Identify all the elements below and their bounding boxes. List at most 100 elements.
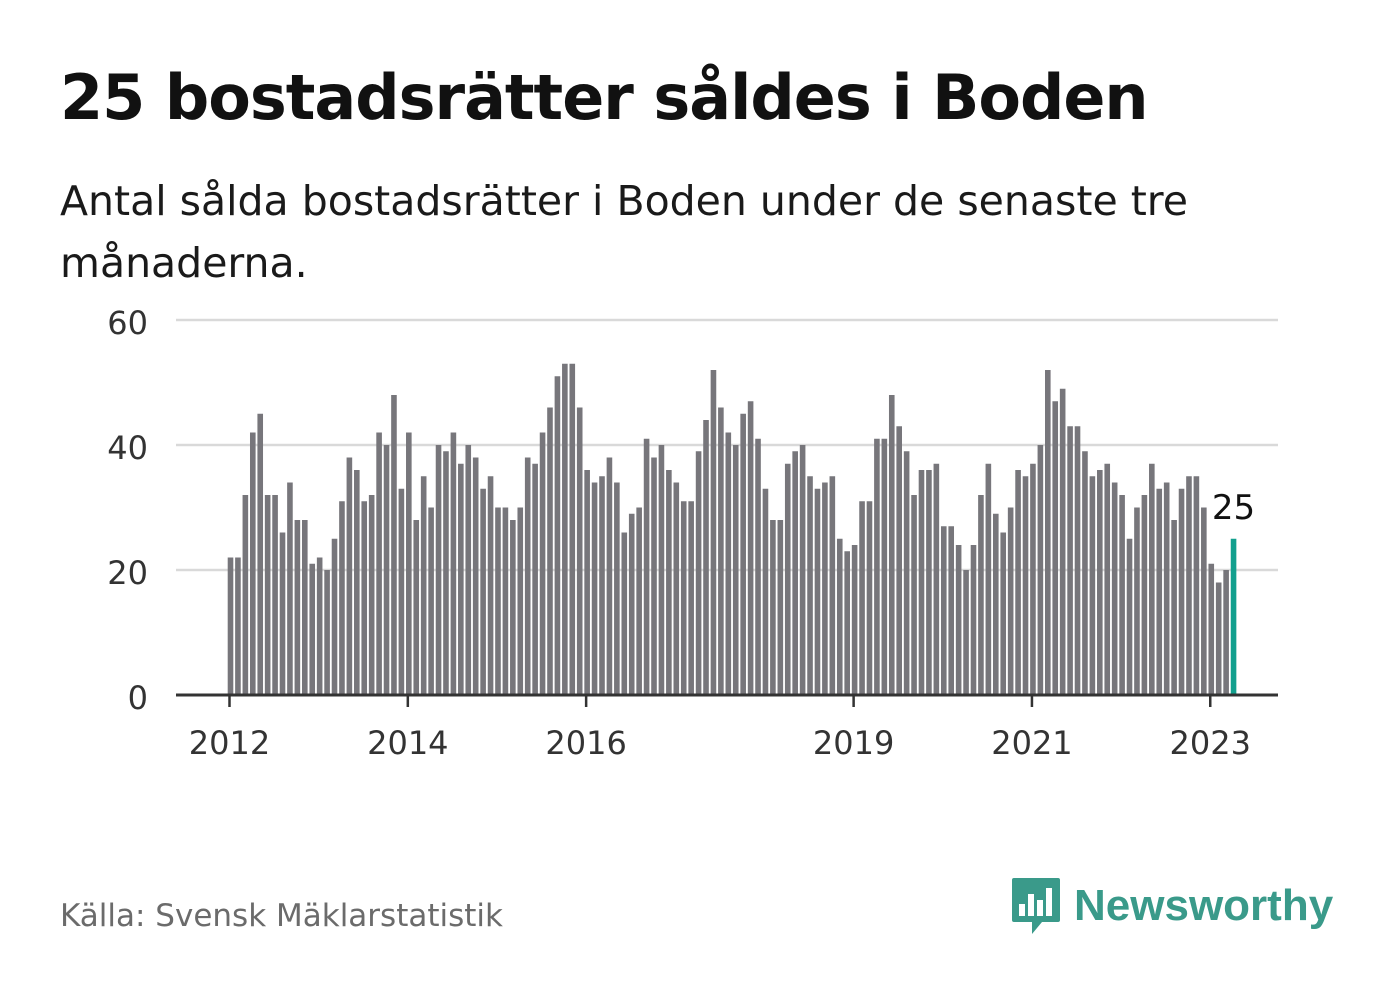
- bar: [450, 432, 457, 695]
- bar: [1104, 463, 1111, 695]
- bar: [361, 501, 368, 695]
- bar: [346, 457, 353, 695]
- bar: [718, 407, 724, 695]
- bar: [814, 488, 821, 695]
- bar: [480, 488, 486, 695]
- y-tick-label: 40: [107, 429, 148, 467]
- bar: [1022, 476, 1029, 695]
- bar: [992, 513, 999, 695]
- bar: [1052, 401, 1059, 695]
- bar: [888, 395, 895, 695]
- bar: [725, 432, 732, 695]
- bar: [606, 457, 613, 695]
- bar: [859, 501, 865, 695]
- bar: [406, 432, 412, 695]
- bar: [272, 495, 278, 695]
- bar: [599, 476, 605, 695]
- bar: [755, 438, 761, 695]
- bar: [651, 457, 657, 695]
- bar: [1015, 470, 1021, 695]
- bar: [554, 376, 561, 695]
- x-tick-label: 2019: [813, 724, 894, 762]
- bar: [376, 432, 382, 695]
- bar: [881, 438, 888, 695]
- bar: [368, 495, 375, 695]
- bar: [1141, 495, 1148, 695]
- source-label: Källa: Svensk Mäklarstatistik: [60, 898, 503, 934]
- bar: [926, 470, 932, 695]
- bar: [1082, 451, 1088, 695]
- bar: [316, 557, 323, 695]
- bar: [287, 482, 293, 695]
- bar: [933, 463, 940, 695]
- bar: [391, 395, 397, 695]
- bar: [874, 438, 880, 695]
- bar: [1134, 507, 1140, 695]
- bar: [562, 363, 568, 695]
- bar: [465, 445, 472, 695]
- y-tick-label: 60: [107, 304, 148, 342]
- bar: [792, 451, 798, 695]
- bar: [918, 470, 925, 695]
- bar: [524, 457, 531, 695]
- axes: 0 20 40 60 25 2012 2014 2016 2019 2021 2023: [107, 304, 1278, 762]
- bar: [970, 545, 977, 695]
- bar: [896, 426, 902, 695]
- bar: [487, 476, 494, 695]
- bar: [1089, 476, 1096, 695]
- bar: [911, 495, 917, 695]
- bar: [532, 463, 538, 695]
- bar: [302, 520, 308, 695]
- bar: [628, 513, 635, 695]
- bar: [836, 538, 843, 695]
- x-tick-label: 2023: [1170, 724, 1251, 762]
- brand-name: Newsworthy: [1074, 881, 1334, 930]
- bar: [1186, 476, 1192, 695]
- bar: [703, 420, 709, 695]
- bar: [428, 507, 434, 695]
- bar: [978, 495, 984, 695]
- bar: [443, 451, 449, 695]
- bar: [673, 482, 680, 695]
- bar: [777, 520, 784, 695]
- bar: [829, 476, 836, 695]
- bar: [502, 507, 509, 695]
- bar: [398, 488, 405, 695]
- bar: [547, 407, 553, 695]
- bar: [621, 532, 628, 695]
- bar: [666, 470, 672, 695]
- bar: [591, 482, 598, 695]
- bar: [413, 520, 420, 695]
- bar: [955, 545, 962, 695]
- bar: [851, 545, 858, 695]
- bar: [576, 407, 583, 695]
- bar: [1163, 482, 1170, 695]
- bar: [279, 532, 286, 695]
- brand-logo: Newsworthy: [1010, 876, 1333, 936]
- bar: [643, 438, 650, 695]
- bars: [227, 363, 1237, 695]
- chart-title: 25 bostadsrätter såldes i Boden: [60, 61, 1149, 134]
- bar: [1037, 445, 1044, 695]
- bar: [309, 563, 316, 695]
- bar: [354, 470, 360, 695]
- bar: [1149, 463, 1155, 695]
- bar: [1030, 463, 1036, 695]
- bar: [985, 463, 992, 695]
- bar: [1223, 570, 1229, 695]
- bar: [903, 451, 910, 695]
- bar: [762, 488, 769, 695]
- bar: [1067, 426, 1073, 695]
- x-tick-label: 2021: [991, 724, 1072, 762]
- bar: [695, 451, 702, 695]
- bar: [1097, 470, 1103, 695]
- bar: [420, 476, 427, 695]
- bar: [1171, 520, 1177, 695]
- bar: [383, 445, 390, 695]
- bar: [688, 501, 694, 695]
- bar: [1201, 507, 1207, 695]
- bar: [235, 557, 241, 695]
- y-tick-label: 20: [107, 554, 148, 592]
- bar: [1000, 532, 1007, 695]
- bar: [1178, 488, 1185, 695]
